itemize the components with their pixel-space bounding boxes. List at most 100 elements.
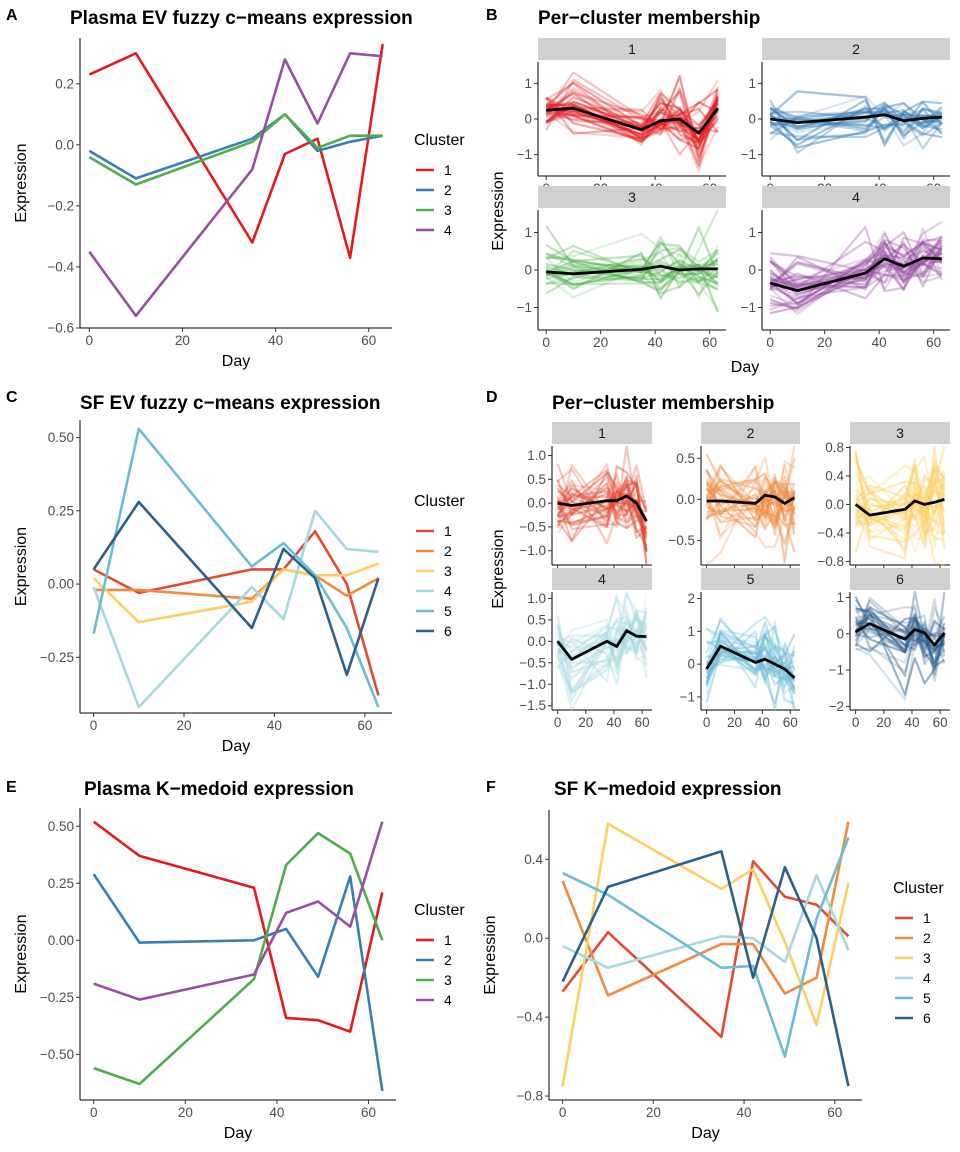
panel-d-facet-1-strip <box>552 422 652 444</box>
panel-d-facet-1-member-line <box>556 490 647 527</box>
panel-b-facet-1-y-tick-label: −1 <box>517 147 532 162</box>
panel-d-facet-5-member-line <box>705 616 796 681</box>
panel-d-facet-3-member-line <box>854 484 945 525</box>
panel-a-x-tick-label: 0 <box>86 333 94 348</box>
panel-d-facet-1-member-line <box>556 463 648 528</box>
panel-b-facet-4-member-line <box>770 220 943 291</box>
panel-d-facet-3-member-line <box>854 489 946 536</box>
panel-d-facet-1-member-line <box>556 483 648 540</box>
panel-d-facet-4-member-line <box>556 593 648 678</box>
panel-b-facet-3-center-line <box>546 264 718 276</box>
panel-f-x-tick-label: 0 <box>559 1105 567 1120</box>
panel-b-facet-3-member-line <box>545 246 719 277</box>
panel-b-facet-1-member-line <box>545 71 719 132</box>
panel-b-facet-2-member-line <box>770 103 942 128</box>
panel-d-facet-1-member-line <box>557 474 648 566</box>
panel-b-facet-3-member-line <box>546 263 719 292</box>
panel-d-facet-6-member-line <box>854 613 945 642</box>
panel-f-y-tick-label: 0.4 <box>524 852 543 867</box>
panel-a-title: Plasma EV fuzzy c−means expression <box>70 8 413 29</box>
panel-d-facet-2-member-line <box>705 469 796 553</box>
panel-b-facet-3-member-line <box>546 259 719 282</box>
panel-b-facet-3-x-tick-label: 60 <box>702 335 717 350</box>
series-line-cluster-3 <box>93 831 384 1086</box>
panel-d-facet-2-member-line <box>705 478 795 528</box>
series-line-cluster-1 <box>561 859 850 1039</box>
panel-d-facet-6-member-line <box>854 604 946 666</box>
panel-e-x-tick-label: 20 <box>178 1105 193 1120</box>
panel-b-facet-3-strip-label: 3 <box>628 189 636 205</box>
panel-d-facet-2-member-line <box>706 480 796 513</box>
panel-b-facet-4-member-line <box>769 253 943 313</box>
panel-d-facet-6-member-line <box>854 598 946 667</box>
panel-d-facet-4-strip <box>552 568 652 590</box>
panel-b-facet-3-member-line <box>545 252 719 285</box>
panel-b-facet-3-member-line <box>545 263 719 290</box>
panel-d-facet-4-x-tick-label: 0 <box>554 715 562 730</box>
panel-d-facet-5-y-tick-label: −1 <box>680 689 695 704</box>
panel-d-facet-4-member-line <box>556 628 648 694</box>
panel-b-facet-1-member-line <box>546 102 719 142</box>
panel-b-facet-3-member-line <box>545 245 719 300</box>
panel-d-facet-1-member-line <box>557 498 648 552</box>
panel-b-facet-2-member-line <box>769 105 943 141</box>
panel-d-facet-5-x-tick-label: 40 <box>755 715 770 730</box>
panel-d-facet-2-member-line <box>705 465 795 526</box>
panel-d-facet-4-member-line <box>557 615 648 651</box>
panel-b-facet-1-member-line <box>545 87 719 146</box>
panel-c-xlabel: Day <box>222 738 250 755</box>
panel-b-facet-2-member-line <box>770 107 943 135</box>
panel-b-facet-4-member-line <box>769 240 943 310</box>
panel-b-facet-2-y-tick-label: 1 <box>748 76 756 91</box>
panel-d-facet-2-member-line <box>705 484 796 523</box>
panel-d-facet-1-center-line <box>557 494 648 522</box>
panel-d-facet-6-member-line <box>854 606 946 667</box>
legend-label-cluster-4: 4 <box>444 992 452 1008</box>
panel-d-facet-4-y-tick-label: 0.5 <box>527 612 546 627</box>
panel-d-facet-1-member-line <box>556 468 648 551</box>
panel-b-facet-3-strip <box>538 186 726 208</box>
panel-b-facet-4-member-line <box>769 254 942 287</box>
panel-d-facet-1-member-line <box>556 490 648 546</box>
panel-d-facet-5-x-tick-label: 20 <box>727 715 742 730</box>
panel-d-facet-5-center-line <box>705 644 796 679</box>
panel-d-facet-3-member-line <box>854 465 945 554</box>
panel-b-facet-4-member-line <box>770 242 943 307</box>
panel-d-facet-4-x-tick-label: 40 <box>606 715 621 730</box>
panel-b-title: Per−cluster membership <box>538 8 760 29</box>
panel-b-facet-2-y-tick-label: −1 <box>741 147 756 162</box>
panel-d-facet-2-member-line <box>705 465 795 520</box>
panel-b-facet-4-member-line <box>769 246 943 307</box>
panel-d-facet-3-member-line <box>854 489 946 549</box>
panel-d-facet-2-member-line <box>705 468 796 530</box>
panel-d-facet-4-member-line <box>556 625 648 686</box>
panel-d-facet-1-member-line <box>557 476 648 531</box>
panel-b-facet-1-y-tick-label: 1 <box>524 76 532 91</box>
panel-d-facet-1-y-tick-label: 0.5 <box>527 472 546 487</box>
panel-b-facet-1-strip <box>538 38 726 60</box>
panel-f-y-tick-label: 0.0 <box>524 931 543 946</box>
panel-d-facet-3-member-line <box>854 460 946 540</box>
panel-d-facet-5-member-line <box>706 634 796 692</box>
panel-f-ylabel: Expression <box>482 915 499 994</box>
panel-b-facet-3-member-line <box>546 226 719 276</box>
panel-b-facet-3-member-line <box>545 257 719 286</box>
legend-label-cluster-4: 4 <box>923 970 931 986</box>
panel-d-facet-3-y-tick-label: 0.4 <box>825 468 844 483</box>
panel-a-chart: 0 20 40 60 −0.6 −0.4 −0.2 0.0 0.2 Day Expression Cl… <box>13 38 465 370</box>
panel-d-facet-5-member-line <box>705 642 796 712</box>
panel-d-facet-6-member-line <box>855 619 946 701</box>
panel-b-facet-3-member-line <box>545 242 719 282</box>
panel-b-facet-2-member-line <box>769 106 943 146</box>
series-line-cluster-3 <box>561 822 850 1087</box>
panel-d-facet-5-member-line <box>706 650 796 673</box>
panel-d-title: Per−cluster membership <box>552 393 774 414</box>
panel-letter-e: E <box>6 779 17 796</box>
legend-label-cluster-3: 3 <box>444 202 452 218</box>
panel-d-facet-5-member-line <box>705 630 796 686</box>
panel-f-title: SF K−medoid expression <box>554 779 782 800</box>
panel-d-facet-6-member-line <box>855 609 946 647</box>
series-line-cluster-6 <box>92 500 380 677</box>
panel-d-facet-3-member-line <box>854 450 946 543</box>
panel-c-ylabel: Expression <box>13 527 30 606</box>
